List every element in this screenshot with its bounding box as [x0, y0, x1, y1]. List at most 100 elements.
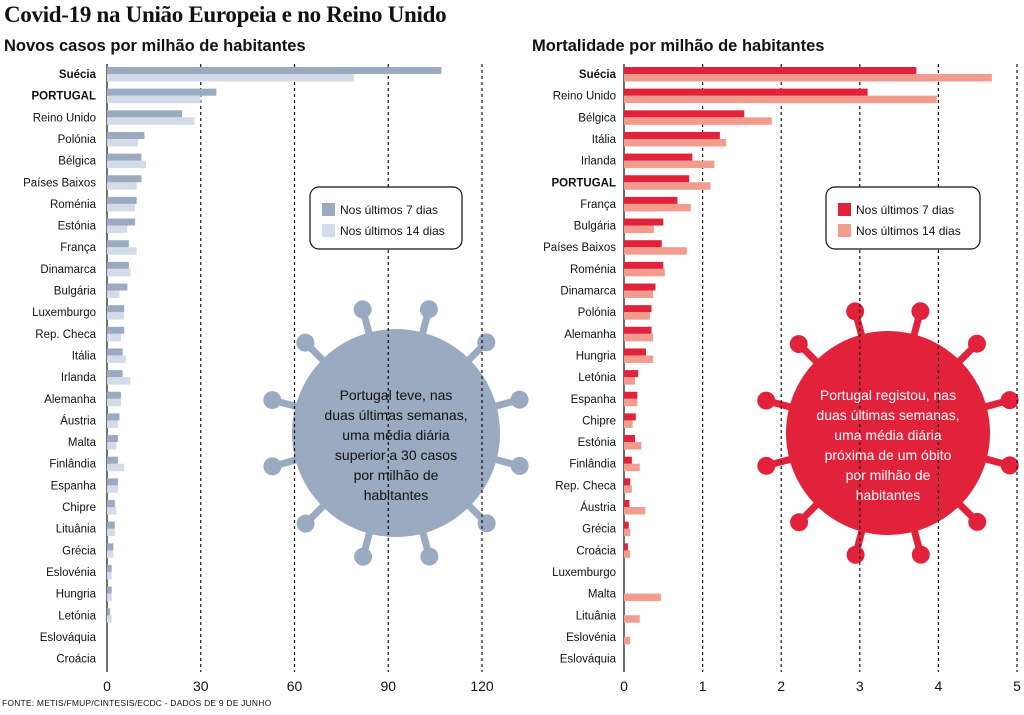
- right-x-tick-label: 2: [777, 678, 785, 694]
- right-virus-spike-head: [968, 512, 987, 531]
- right-x-tick-label: 5: [1013, 678, 1021, 694]
- right-category-label: Croácia: [576, 545, 616, 557]
- left-virus-spike-head: [296, 514, 315, 533]
- left-category-label: Letónia: [58, 610, 96, 622]
- right-bar-14-days: [624, 593, 661, 602]
- left-bar-7-days: [107, 456, 118, 464]
- right-category-label: Irlanda: [581, 156, 617, 168]
- left-category-label: Reino Unido: [33, 112, 96, 124]
- left-bar-14-days: [107, 74, 354, 82]
- left-x-tick-label: 90: [380, 678, 396, 694]
- left-category-label: Estónia: [58, 221, 97, 233]
- left-bar-7-days: [107, 218, 136, 226]
- left-bar-14-days: [107, 593, 112, 602]
- left-category-label: Áustria: [60, 414, 96, 427]
- right-category-label: Reino Unido: [553, 91, 616, 103]
- left-x-tick-label: 0: [103, 678, 111, 694]
- left-bar-7-days: [107, 153, 142, 161]
- left-x-tick-label: 60: [287, 678, 303, 694]
- left-x-tick-label: 30: [193, 678, 209, 694]
- right-category-label: Malta: [588, 589, 617, 601]
- left-category-label: Itália: [72, 350, 97, 362]
- right-bar-14-days: [624, 247, 687, 255]
- right-category-label: Grécia: [582, 524, 616, 536]
- left-virus-spike-head: [510, 456, 529, 475]
- right-category-label: Finlândia: [569, 459, 616, 471]
- left-category-label: Dinamarca: [40, 264, 96, 276]
- right-category-label: Alemanha: [564, 329, 616, 341]
- left-bar-7-days: [107, 564, 112, 572]
- right-virus-spike-head: [967, 334, 986, 353]
- right-chart-title: Mortalidade por milhão de habitantes: [532, 37, 825, 55]
- right-annotation-line: Portugal registou, nas: [819, 387, 957, 403]
- left-bar-7-days: [107, 305, 125, 313]
- left-annotation-line: uma média diária: [342, 427, 450, 443]
- right-bar-7-days: [624, 348, 647, 356]
- right-bar-14-days: [624, 463, 640, 472]
- right-bar-7-days: [624, 153, 693, 161]
- left-bar-14-days: [107, 420, 118, 428]
- left-bar-14-days: [107, 528, 115, 537]
- left-bar-14-days: [107, 442, 117, 450]
- left-bar-7-days: [107, 391, 122, 399]
- right-chart: 0 1 2 3 4 5 Suécia Reino Unido Bélgica Itália Irla…: [543, 64, 1021, 694]
- right-bar-14-days: [624, 117, 772, 125]
- left-category-label: Bélgica: [58, 156, 96, 168]
- right-bar-7-days: [624, 67, 917, 74]
- right-category-label: Polónia: [578, 307, 617, 319]
- left-category-label: Grécia: [62, 545, 96, 557]
- right-annotation-line: duas últimas semanas,: [816, 407, 960, 423]
- right-bar-7-days: [624, 478, 631, 486]
- left-bar-7-days: [107, 67, 442, 74]
- right-bar-7-days: [624, 326, 652, 334]
- left-bar-7-days: [107, 521, 115, 529]
- right-virus-spike-head: [757, 391, 776, 410]
- left-category-label: Espanha: [51, 480, 97, 492]
- left-chart-title: Novos casos por milhão de habitantes: [4, 37, 306, 55]
- right-bar-7-days: [624, 88, 868, 96]
- left-bar-7-days: [107, 543, 114, 551]
- right-bar-14-days: [624, 95, 937, 104]
- right-bar-14-days: [624, 290, 654, 298]
- right-bar-7-days: [624, 196, 678, 204]
- right-bar-14-days: [624, 138, 727, 147]
- right-bar-7-days: [624, 543, 628, 551]
- right-bar-7-days: [624, 305, 652, 313]
- right-bar-14-days: [624, 528, 631, 537]
- left-bar-7-days: [107, 110, 182, 118]
- right-category-label: Letónia: [578, 372, 616, 384]
- left-bar-7-days: [107, 326, 125, 334]
- right-bar-14-days: [624, 442, 642, 450]
- left-legend-swatch: [322, 224, 335, 237]
- right-bar-7-days: [624, 261, 664, 269]
- left-bar-14-days: [107, 312, 125, 320]
- left-category-label: Países Baixos: [23, 177, 96, 189]
- left-bar-7-days: [107, 478, 118, 486]
- left-category-label: Polónia: [58, 134, 97, 146]
- left-virus-spike-head: [263, 391, 282, 410]
- right-bar-7-days: [624, 391, 638, 399]
- left-category-label: Bulgária: [54, 286, 97, 298]
- right-category-label: Chipre: [582, 415, 616, 427]
- right-bar-14-days: [624, 636, 631, 645]
- left-bar-14-days: [107, 398, 122, 407]
- left-bar-14-days: [107, 550, 114, 558]
- right-bar-14-days: [624, 507, 646, 515]
- right-bar-7-days: [624, 370, 639, 378]
- right-category-label: Estónia: [578, 437, 617, 449]
- left-bar-14-days: [107, 571, 112, 580]
- left-bar-7-days: [107, 196, 137, 204]
- right-bar-7-days: [624, 110, 745, 118]
- left-bar-7-days: [107, 435, 118, 443]
- right-virus-spike-head: [790, 513, 809, 532]
- left-bar-7-days: [107, 240, 129, 248]
- right-bar-7-days: [624, 175, 690, 183]
- left-category-label: Hungria: [56, 589, 97, 601]
- left-bar-7-days: [107, 261, 129, 269]
- right-bar-14-days: [624, 74, 992, 82]
- left-virus-spike-head: [477, 514, 496, 533]
- left-virus-spike-head: [353, 300, 372, 319]
- right-category-label: Áustria: [580, 501, 616, 514]
- right-x-tick-label: 3: [856, 678, 864, 694]
- left-category-label: Chipre: [62, 502, 96, 514]
